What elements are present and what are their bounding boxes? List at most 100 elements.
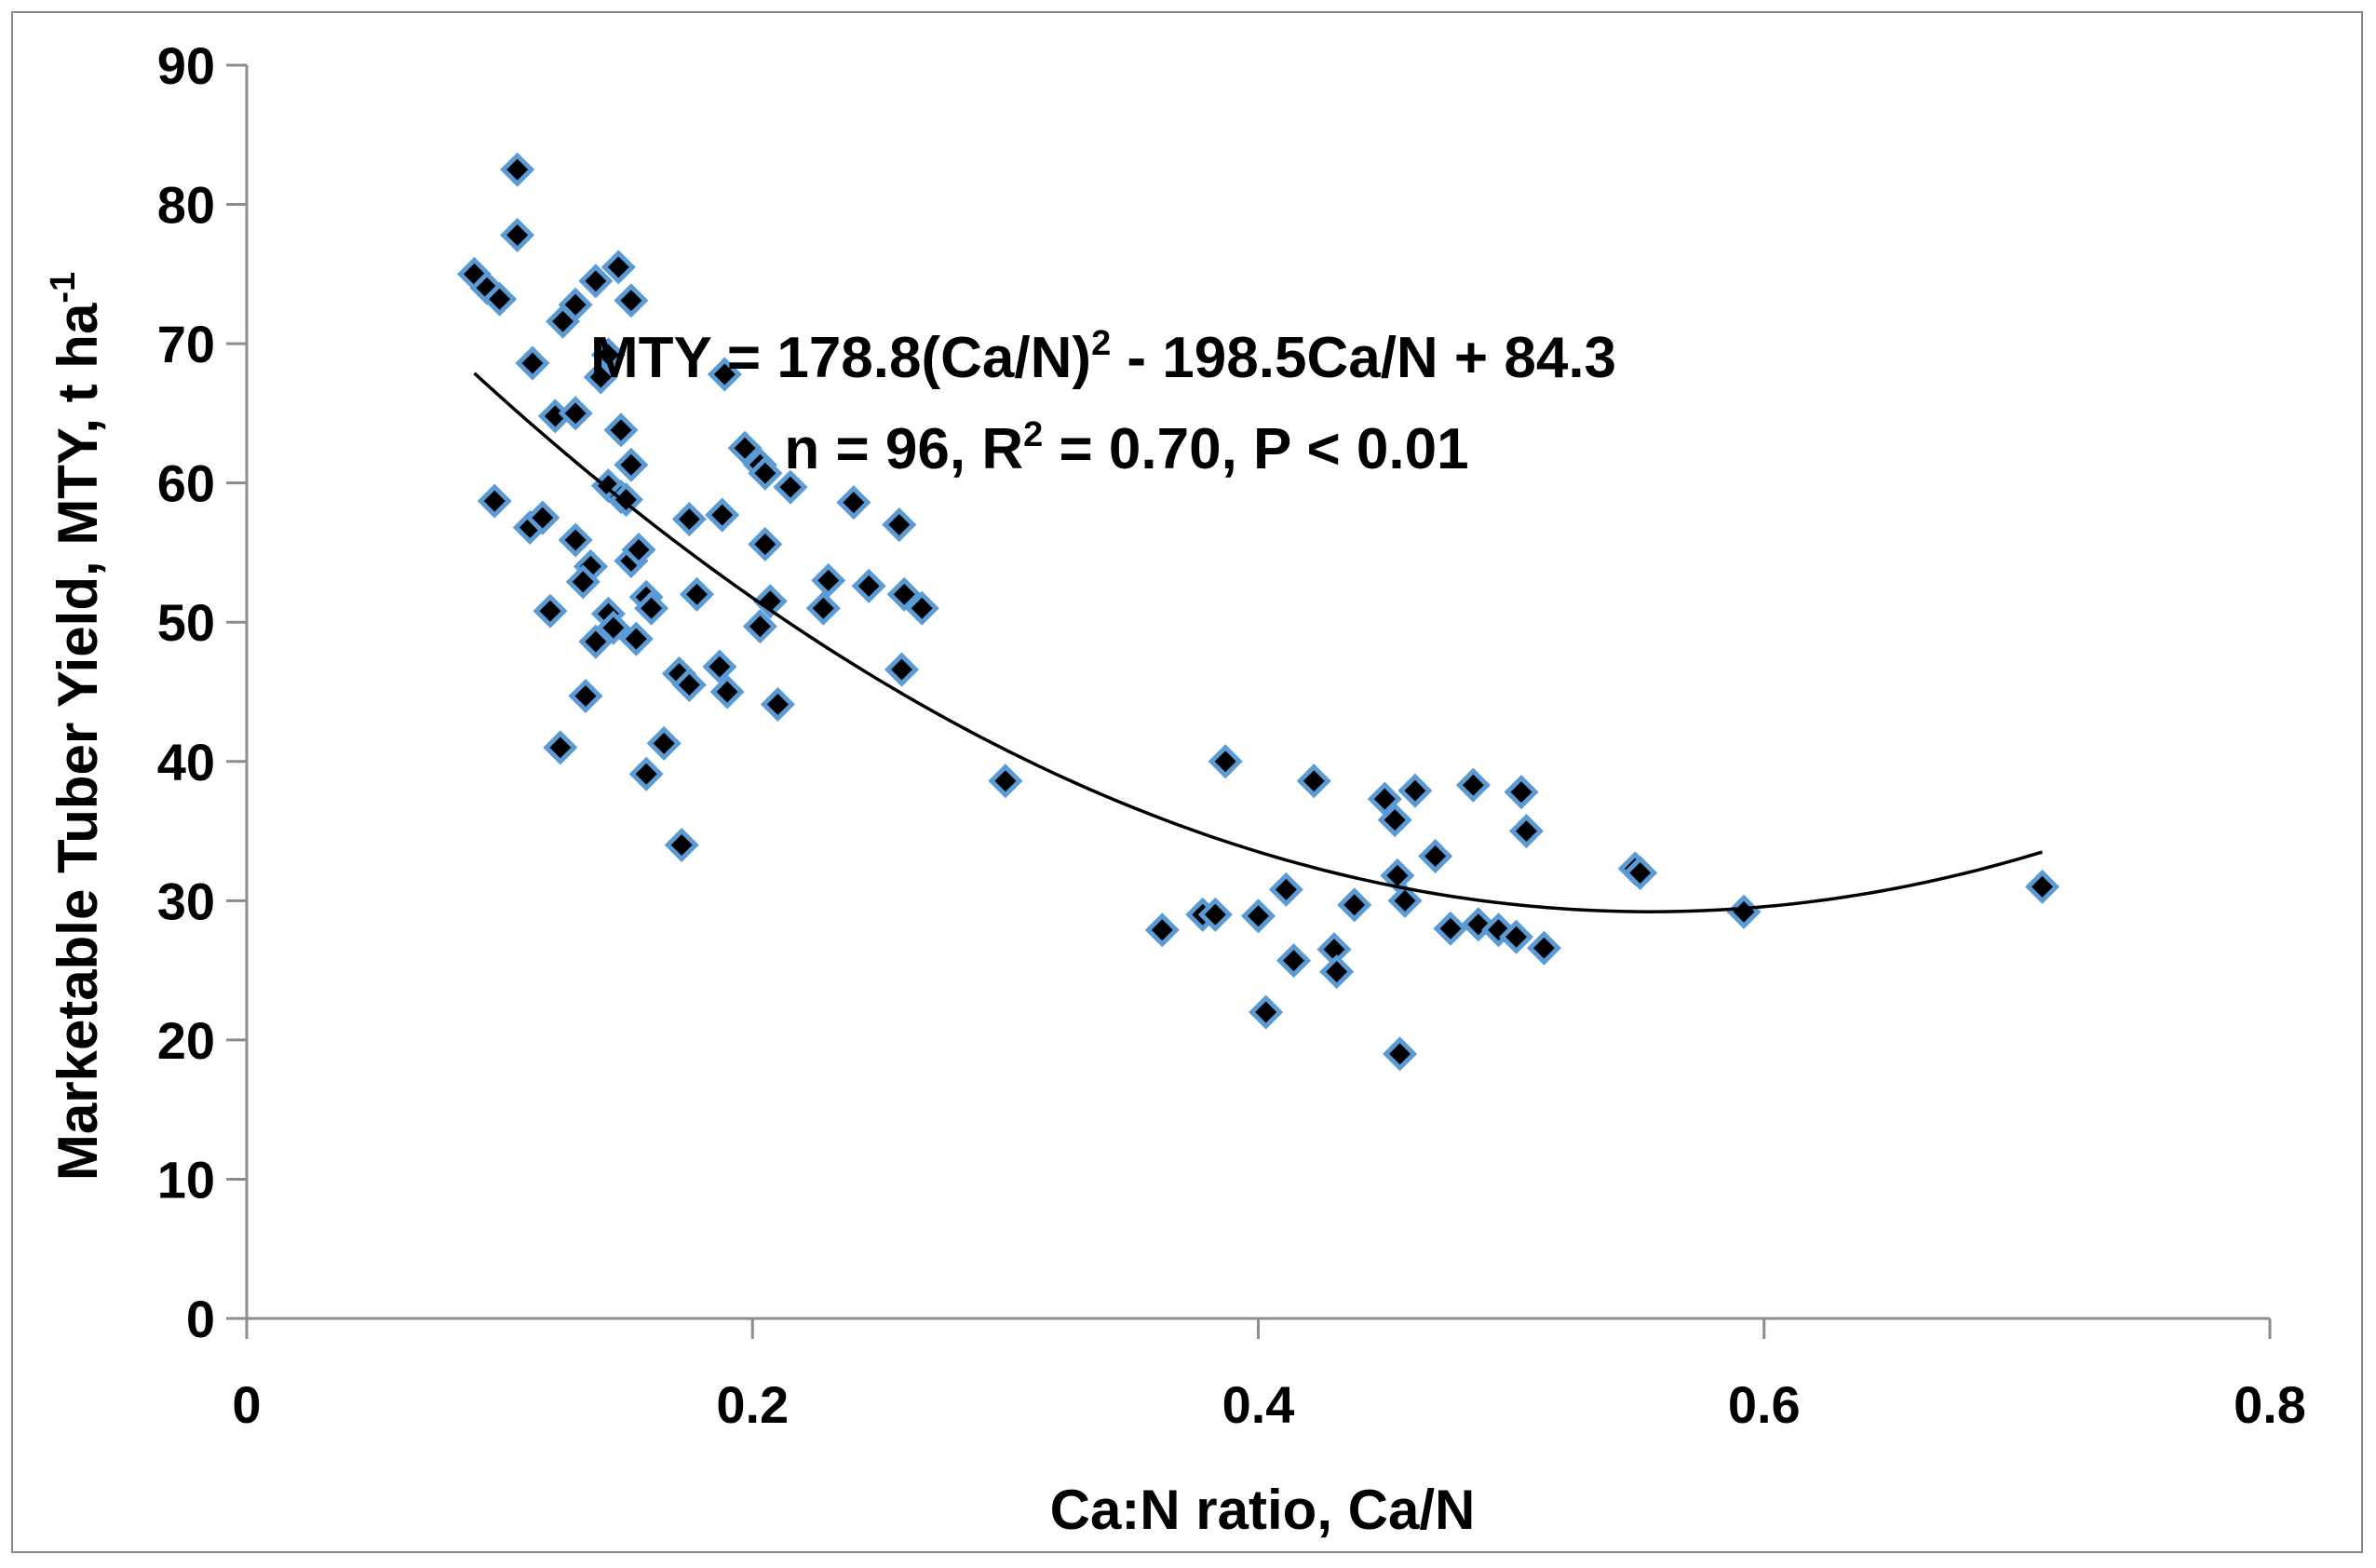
x-tick-label: 0.6: [1728, 1375, 1801, 1434]
data-point: [565, 564, 601, 600]
data-point: [1504, 775, 1539, 810]
data-point: [886, 576, 922, 612]
y-tick-label: 0: [186, 1290, 215, 1348]
data-point: [500, 217, 535, 252]
data-point: [590, 337, 626, 372]
data-point: [618, 621, 654, 656]
data-point: [558, 522, 593, 558]
data-point: [705, 497, 740, 533]
data-point: [1240, 899, 1276, 934]
data-point: [1249, 994, 1284, 1030]
data-point: [1337, 887, 1372, 923]
data-point: [634, 590, 669, 626]
data-point: [988, 764, 1023, 799]
data-point: [904, 590, 939, 626]
data-point: [482, 281, 518, 317]
x-tick-label: 0: [232, 1375, 261, 1434]
data-point: [679, 576, 715, 612]
data-point: [596, 610, 631, 645]
data-point: [748, 455, 783, 491]
chart-frame: [11, 11, 2363, 1553]
data-point: [671, 502, 707, 537]
data-point: [664, 827, 699, 863]
y-tick-label: 80: [157, 176, 215, 235]
data-point: [1397, 773, 1433, 808]
data-point: [773, 469, 808, 505]
y-tick-label: 60: [157, 454, 215, 513]
data-points: [456, 152, 2060, 1072]
y-tick-label: 20: [157, 1011, 215, 1070]
data-point: [515, 345, 550, 381]
data-point: [760, 686, 795, 722]
y-tick-label: 90: [157, 36, 215, 95]
x-tick-label: 0.2: [716, 1375, 789, 1434]
data-point: [1296, 764, 1331, 799]
data-point: [578, 624, 614, 659]
data-point: [1433, 911, 1468, 946]
data-point: [500, 152, 535, 187]
data-point: [882, 507, 917, 543]
y-tick-label: 70: [157, 315, 215, 373]
data-point: [646, 725, 682, 761]
data-point: [748, 526, 783, 562]
data-point: [1418, 838, 1453, 874]
data-point: [558, 287, 593, 322]
y-tick-label: 10: [157, 1150, 215, 1209]
data-point: [805, 590, 841, 626]
data-point: [621, 532, 656, 567]
x-axis-title: Ca:N ratio, Ca/N: [1050, 1479, 1476, 1541]
data-point: [836, 485, 871, 520]
equation-annotation: MTY = 178.8(Ca/N)2 - 198.5Ca/N + 84.3: [590, 324, 1616, 390]
y-axis-ticks: 0 10 20 30 40 50 60 70 80 90: [157, 36, 247, 1348]
stats-annotation: n = 96, R2 = 0.70, P < 0.01: [784, 415, 1468, 481]
data-point: [2025, 869, 2060, 904]
data-point: [614, 283, 649, 318]
x-axis-ticks: 0 0.2 0.4 0.6 0.8: [232, 1318, 2306, 1434]
x-tick-label: 0.8: [2234, 1375, 2306, 1434]
data-point: [1383, 1036, 1418, 1072]
data-point: [1499, 919, 1534, 954]
y-axis-title: Marketable Tuber Yield, MTY, t ha-1: [44, 272, 109, 1181]
data-point: [1380, 858, 1415, 893]
data-point: [601, 250, 636, 285]
data-point: [702, 649, 737, 684]
data-point: [1455, 767, 1491, 803]
data-point: [1276, 943, 1312, 979]
axes: [245, 65, 2270, 1320]
data-point: [1508, 814, 1544, 849]
data-point: [533, 593, 568, 629]
data-point: [614, 447, 649, 482]
x-tick-label: 0.4: [1222, 1375, 1295, 1434]
data-point: [543, 730, 578, 765]
data-point: [1526, 930, 1561, 966]
data-point: [558, 396, 593, 431]
data-point: [752, 584, 788, 619]
data-point: [1197, 897, 1233, 932]
data-point: [671, 667, 707, 703]
data-point: [628, 756, 664, 791]
data-point: [568, 678, 603, 714]
y-tick-label: 30: [157, 872, 215, 930]
data-point: [707, 357, 742, 392]
data-point: [1268, 872, 1303, 907]
y-tick-label: 40: [157, 733, 215, 791]
data-point: [1208, 744, 1243, 779]
data-point: [1726, 894, 1762, 929]
data-point: [709, 674, 745, 710]
data-point: [727, 430, 763, 466]
data-point: [742, 609, 777, 644]
data-point: [1387, 883, 1423, 918]
data-point: [525, 500, 560, 535]
data-point: [578, 264, 614, 299]
data-point: [477, 483, 512, 519]
data-point: [1319, 954, 1355, 990]
data-point: [811, 562, 846, 598]
data-point: [851, 568, 886, 603]
data-point: [884, 652, 920, 687]
data-point: [603, 412, 639, 448]
data-point: [1377, 803, 1412, 838]
data-point: [1144, 912, 1180, 948]
y-tick-label: 50: [157, 593, 215, 652]
data-point: [1623, 855, 1658, 890]
